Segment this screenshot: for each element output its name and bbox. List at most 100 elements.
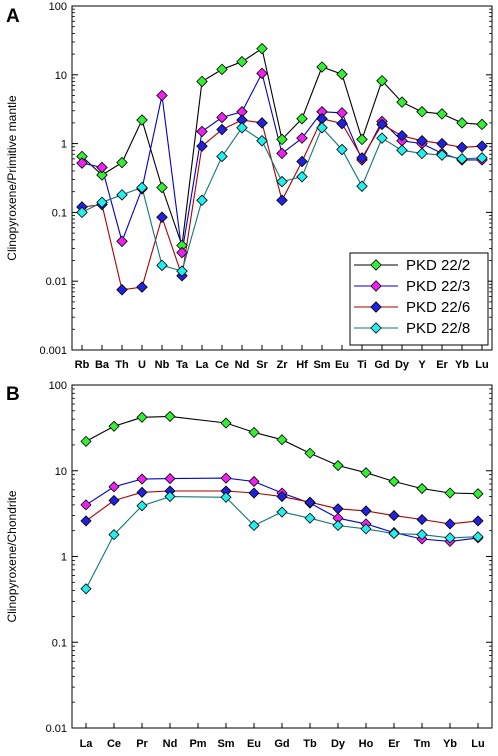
series-line-pkd-22-3 bbox=[81, 71, 482, 253]
data-point bbox=[336, 143, 348, 156]
data-point bbox=[248, 475, 260, 488]
data-point bbox=[336, 107, 348, 119]
x-tick-label: Rb bbox=[75, 359, 90, 371]
x-tick-label: Er bbox=[436, 359, 448, 371]
x-tick-label: Y bbox=[418, 359, 426, 371]
panel-label: A bbox=[6, 6, 20, 27]
data-point bbox=[356, 152, 368, 164]
data-point bbox=[248, 426, 260, 438]
data-point bbox=[276, 175, 288, 188]
data-point bbox=[376, 132, 388, 144]
x-tick-label: Zr bbox=[277, 359, 289, 371]
data-point bbox=[472, 515, 484, 527]
data-point bbox=[456, 117, 468, 129]
data-point bbox=[136, 500, 148, 512]
data-point bbox=[220, 491, 232, 503]
data-point bbox=[176, 246, 188, 259]
data-point bbox=[108, 494, 120, 507]
y-tick-label: 1 bbox=[61, 139, 67, 151]
y-tick-label: 1 bbox=[61, 552, 67, 564]
data-point bbox=[116, 235, 128, 248]
data-point bbox=[80, 499, 92, 511]
data-point bbox=[356, 180, 368, 193]
data-point bbox=[136, 411, 148, 423]
panel-b-chart: 0.01 0.1 1 10 100 La Ce Pr Nd Pm Sm Eu Gd Tb Dy Ho Er Tm Y… bbox=[5, 380, 493, 750]
x-tick-label: La bbox=[196, 359, 210, 371]
data-point bbox=[256, 42, 268, 55]
data-point bbox=[416, 529, 428, 541]
legend-label: PKD 22/3 bbox=[406, 278, 470, 295]
data-point bbox=[248, 519, 260, 532]
data-point bbox=[316, 121, 328, 134]
y-tick-label: 10 bbox=[55, 70, 67, 82]
data-point bbox=[476, 152, 488, 164]
data-point bbox=[256, 134, 268, 147]
x-tick-label: Nd bbox=[235, 359, 250, 371]
data-point bbox=[196, 140, 208, 152]
data-point bbox=[108, 529, 120, 541]
x-tick-label: Pm bbox=[189, 738, 206, 750]
data-point bbox=[456, 141, 468, 154]
data-point bbox=[236, 55, 248, 68]
data-point bbox=[220, 472, 232, 484]
x-tick-label: Th bbox=[115, 359, 129, 371]
data-point bbox=[156, 211, 168, 224]
data-point bbox=[236, 121, 248, 134]
x-tick-label: Tb bbox=[303, 738, 317, 750]
x-tick-label: Eu bbox=[335, 359, 349, 371]
y-axis-label: Clinopyroxene/Chondrite bbox=[5, 490, 19, 622]
y-tick-label: 100 bbox=[49, 380, 67, 392]
data-point bbox=[472, 488, 484, 500]
data-point bbox=[296, 112, 308, 125]
x-tick-label: Er bbox=[388, 738, 400, 750]
data-point bbox=[96, 169, 108, 181]
data-point bbox=[96, 196, 108, 209]
data-point bbox=[164, 490, 176, 503]
data-point bbox=[396, 144, 408, 157]
data-point bbox=[376, 118, 388, 131]
data-point bbox=[276, 434, 288, 446]
data-point bbox=[96, 161, 108, 174]
data-point bbox=[276, 147, 288, 160]
x-tick-label: Sr bbox=[256, 359, 268, 371]
data-point bbox=[164, 473, 176, 485]
data-point bbox=[476, 140, 488, 152]
data-point bbox=[296, 170, 308, 183]
data-point bbox=[136, 486, 148, 498]
x-tick-label: Ba bbox=[95, 359, 110, 371]
x-tick-label: Ti bbox=[357, 359, 367, 371]
series-line-pkd-22-2 bbox=[85, 415, 479, 495]
y-tick-label: 0.01 bbox=[46, 723, 67, 735]
data-point bbox=[276, 133, 288, 146]
x-tick-label: Ta bbox=[176, 359, 189, 371]
data-point bbox=[196, 194, 208, 207]
x-tick-label: U bbox=[138, 359, 146, 371]
data-point bbox=[80, 583, 92, 595]
data-point bbox=[108, 481, 120, 493]
data-point bbox=[360, 523, 372, 535]
data-point bbox=[80, 515, 92, 527]
x-tick-label: Nd bbox=[163, 738, 178, 750]
data-point bbox=[116, 156, 128, 169]
x-tick-label: Dy bbox=[395, 359, 410, 371]
y-tick-label: 0.001 bbox=[39, 345, 67, 357]
data-point bbox=[216, 123, 228, 136]
data-point bbox=[396, 96, 408, 108]
data-point bbox=[196, 125, 208, 138]
data-point bbox=[332, 459, 344, 472]
data-point bbox=[332, 519, 344, 532]
y-tick-label: 100 bbox=[49, 1, 67, 13]
panel-a-chart: 0.001 0.01 0.1 1 10 100 Rb Ba Th U Nb Ta La Ce Nd Sr Zr H… bbox=[5, 1, 493, 371]
x-tick-label: Gd bbox=[274, 738, 289, 750]
data-point bbox=[436, 149, 448, 161]
data-point bbox=[416, 513, 428, 526]
data-point bbox=[304, 512, 316, 524]
data-point bbox=[416, 482, 428, 495]
x-tick-label: Nb bbox=[155, 359, 170, 371]
data-point bbox=[156, 89, 168, 102]
legend-marker bbox=[370, 259, 382, 271]
x-tick-label: Gd bbox=[374, 359, 389, 371]
x-tick-label: Hf bbox=[296, 359, 308, 371]
data-point bbox=[444, 487, 456, 499]
